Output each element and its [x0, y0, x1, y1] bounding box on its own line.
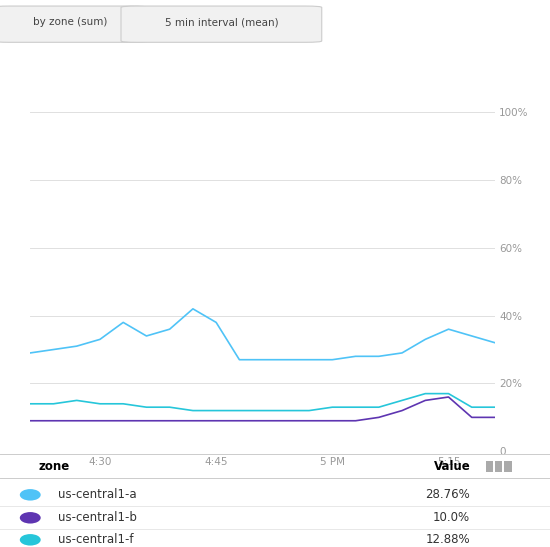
FancyBboxPatch shape [121, 6, 322, 42]
Bar [504, 461, 512, 472]
Ellipse shape [20, 512, 41, 523]
Text: us-central1-f: us-central1-f [58, 533, 133, 546]
Ellipse shape [20, 489, 41, 501]
Text: by zone (sum): by zone (sum) [33, 18, 108, 27]
Text: 12.88%: 12.88% [426, 533, 470, 546]
Text: us-central1-b: us-central1-b [58, 511, 136, 525]
Text: us-central1-a: us-central1-a [58, 488, 136, 502]
Text: zone: zone [39, 459, 70, 473]
Text: 28.76%: 28.76% [426, 488, 470, 502]
Text: 10.0%: 10.0% [433, 511, 470, 525]
Ellipse shape [20, 534, 41, 545]
Bar [486, 461, 493, 472]
Text: 5 min interval (mean): 5 min interval (mean) [164, 18, 278, 27]
FancyBboxPatch shape [0, 6, 147, 42]
Text: Value: Value [433, 459, 470, 473]
Bar [495, 461, 502, 472]
